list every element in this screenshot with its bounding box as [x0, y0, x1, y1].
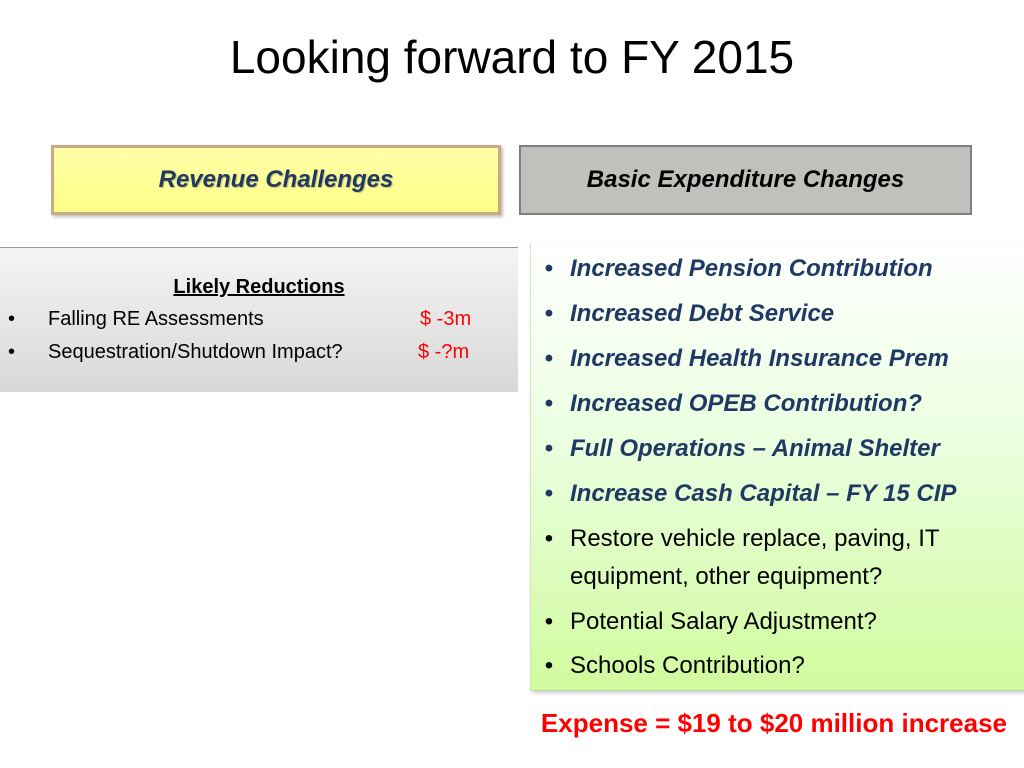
reduction-label: Sequestration/Shutdown Impact?	[48, 341, 343, 363]
change-text: Increased Pension Contribution	[570, 255, 933, 282]
reduction-item: • Sequestration/Shutdown Impact? $ -?m	[8, 341, 469, 364]
slide-title: Looking forward to FY 2015	[229, 31, 795, 83]
change-text: Increased Debt Service	[570, 300, 835, 327]
reduction-amount: $ -?m	[418, 341, 470, 363]
expense-summary: Expense = $19 to $20 million increase	[540, 708, 1007, 738]
bullet: •	[8, 341, 16, 363]
change-text: Schools Contribution?	[570, 652, 805, 679]
bullet: •	[544, 608, 554, 635]
bullet: •	[544, 345, 554, 372]
change-text: equipment, other equipment?	[570, 563, 883, 590]
reduction-item: • Falling RE Assessments $ -3m	[8, 308, 471, 331]
change-text: Full Operations – Animal Shelter	[570, 435, 940, 462]
bullet: •	[544, 255, 554, 282]
likely-reductions-panel: Likely Reductions • Falling RE Assessment…	[0, 247, 518, 392]
reduction-amount: $ -3m	[420, 308, 472, 330]
change-text: Increase Cash Capital – FY 15 CIP	[570, 480, 957, 507]
expenditure-changes-label: Basic Expenditure Changes	[586, 166, 905, 193]
bullet: •	[544, 435, 554, 462]
bullet: •	[544, 652, 554, 679]
bullet: •	[544, 390, 554, 417]
revenue-challenges-label: Revenue Challenges	[158, 166, 394, 193]
bullet: •	[8, 308, 16, 330]
change-text: Potential Salary Adjustment?	[570, 608, 877, 635]
bullet: •	[544, 525, 554, 552]
change-text: Increased OPEB Contribution?	[570, 390, 923, 417]
reduction-label: Falling RE Assessments	[48, 308, 264, 330]
likely-reductions-heading: Likely Reductions	[173, 276, 345, 298]
bullet: •	[544, 300, 554, 327]
change-text: Restore vehicle replace, paving, IT	[570, 525, 940, 552]
expenditure-changes-box: Basic Expenditure Changes	[519, 145, 972, 215]
revenue-challenges-box: Revenue Challenges	[51, 145, 501, 215]
expenditure-changes-panel: • Increased Pension Contribution • Incre…	[530, 243, 1024, 691]
change-text: Increased Health Insurance Prem	[570, 345, 949, 372]
bullet: •	[544, 480, 554, 507]
